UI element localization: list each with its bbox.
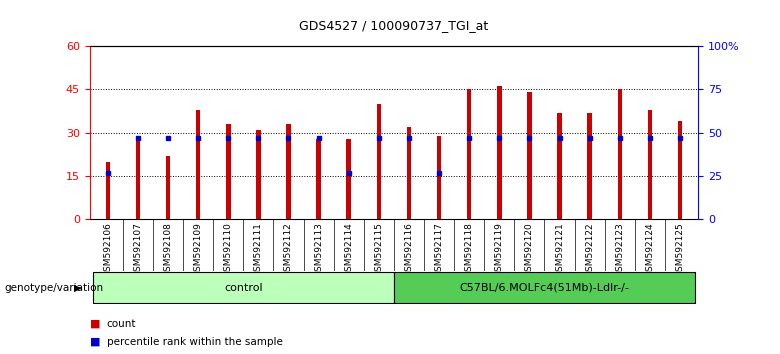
Bar bbox=[406, 127, 411, 219]
Text: GDS4527 / 100090737_TGI_at: GDS4527 / 100090737_TGI_at bbox=[300, 19, 488, 32]
Text: GSM592121: GSM592121 bbox=[555, 222, 564, 277]
Bar bbox=[678, 121, 682, 219]
Text: GSM592114: GSM592114 bbox=[344, 222, 353, 277]
Bar bbox=[105, 162, 110, 219]
Text: ■: ■ bbox=[90, 337, 100, 347]
Bar bbox=[647, 110, 652, 219]
Text: GSM592112: GSM592112 bbox=[284, 222, 293, 277]
FancyBboxPatch shape bbox=[394, 273, 695, 303]
Bar bbox=[136, 136, 140, 219]
Bar bbox=[557, 113, 562, 219]
Bar bbox=[256, 130, 261, 219]
Text: GSM592107: GSM592107 bbox=[133, 222, 143, 277]
Bar bbox=[377, 104, 381, 219]
Bar bbox=[196, 110, 200, 219]
Text: count: count bbox=[107, 319, 136, 329]
Text: GSM592119: GSM592119 bbox=[495, 222, 504, 277]
Bar bbox=[618, 89, 622, 219]
Text: C57BL/6.MOLFc4(51Mb)-Ldlr-/-: C57BL/6.MOLFc4(51Mb)-Ldlr-/- bbox=[459, 282, 629, 293]
Text: ▶: ▶ bbox=[74, 282, 82, 293]
Bar bbox=[497, 86, 502, 219]
Text: GSM592118: GSM592118 bbox=[465, 222, 473, 277]
Text: genotype/variation: genotype/variation bbox=[4, 282, 103, 293]
Text: GSM592120: GSM592120 bbox=[525, 222, 534, 277]
Text: GSM592110: GSM592110 bbox=[224, 222, 232, 277]
Text: control: control bbox=[224, 282, 263, 293]
Text: GSM592116: GSM592116 bbox=[405, 222, 413, 277]
Text: GSM592123: GSM592123 bbox=[615, 222, 624, 277]
Text: percentile rank within the sample: percentile rank within the sample bbox=[107, 337, 282, 347]
Bar bbox=[317, 138, 321, 219]
Bar bbox=[467, 89, 471, 219]
FancyBboxPatch shape bbox=[93, 273, 394, 303]
Bar bbox=[286, 124, 291, 219]
Bar bbox=[165, 156, 170, 219]
Text: GSM592113: GSM592113 bbox=[314, 222, 323, 277]
Text: ■: ■ bbox=[90, 319, 100, 329]
Text: GSM592109: GSM592109 bbox=[193, 222, 203, 277]
Bar bbox=[346, 138, 351, 219]
Text: GSM592106: GSM592106 bbox=[103, 222, 112, 277]
Text: GSM592124: GSM592124 bbox=[645, 222, 654, 277]
Text: GSM592115: GSM592115 bbox=[374, 222, 383, 277]
Bar bbox=[226, 124, 231, 219]
Bar bbox=[587, 113, 592, 219]
Bar bbox=[527, 92, 532, 219]
Text: GSM592125: GSM592125 bbox=[675, 222, 685, 277]
Text: GSM592122: GSM592122 bbox=[585, 222, 594, 277]
Text: GSM592117: GSM592117 bbox=[434, 222, 444, 277]
Bar bbox=[437, 136, 441, 219]
Text: GSM592111: GSM592111 bbox=[254, 222, 263, 277]
Text: GSM592108: GSM592108 bbox=[164, 222, 172, 277]
